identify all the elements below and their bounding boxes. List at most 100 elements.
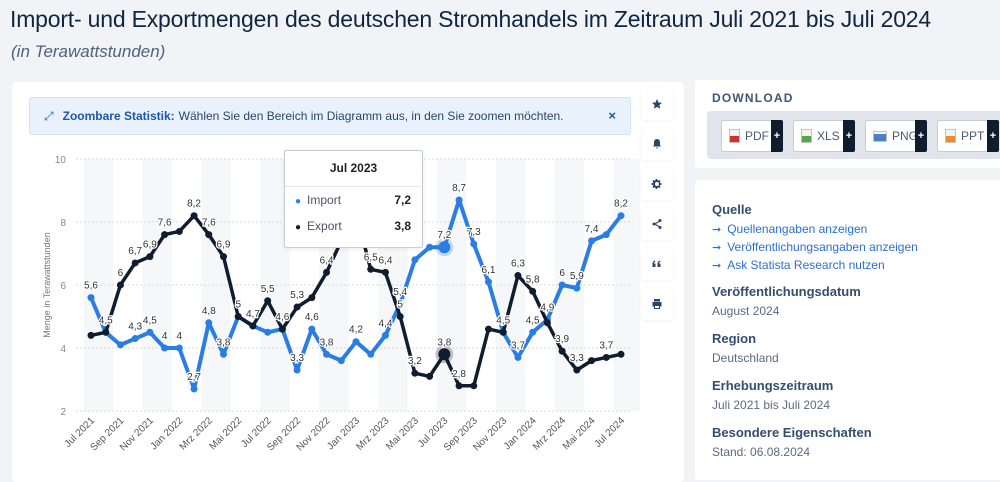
data-label: 4,7 (246, 309, 260, 320)
data-point-export (396, 313, 404, 320)
data-label: 4,5 (496, 315, 510, 326)
cite-button[interactable] (641, 248, 673, 280)
data-label: 7,6 (158, 218, 172, 229)
data-point-import (367, 350, 375, 358)
notification-button[interactable] (641, 128, 673, 160)
download-ppt-button[interactable]: PPT + (937, 120, 999, 152)
data-label: 3,8 (320, 337, 334, 348)
page-title: Import- und Exportmengen des deutschen S… (10, 6, 931, 32)
data-point-import (220, 350, 227, 358)
data-point-export (499, 328, 507, 336)
data-point-export (308, 294, 316, 302)
data-label: 3,7 (511, 340, 525, 351)
y-tick-label: 8 (60, 218, 66, 229)
tooltip-value: 7,2 (394, 193, 411, 207)
tooltip-value: 3,8 (394, 219, 411, 233)
data-label: 7,2 (437, 230, 451, 241)
download-xls-button[interactable]: XLS + (793, 120, 855, 152)
tooltip-row-export: ● Export 3,8 (285, 213, 422, 239)
data-point-import (529, 328, 537, 336)
data-point-import (293, 366, 301, 374)
data-point-export (161, 231, 169, 239)
pub-date-value: August 2024 (712, 304, 780, 318)
share-icon (652, 219, 662, 229)
download-png-button[interactable]: PNG + (865, 120, 927, 152)
plus-icon[interactable]: + (987, 120, 999, 152)
plus-icon[interactable]: + (915, 120, 927, 152)
expand-arrows-icon: ⤢ (44, 108, 54, 123)
favorite-button[interactable] (641, 88, 673, 120)
data-point-export (249, 322, 257, 330)
bullet-icon: ● (295, 222, 302, 233)
data-point-export (514, 272, 522, 280)
data-point-import (190, 385, 198, 393)
data-label: 6,5 (364, 252, 378, 263)
y-tick-label: 4 (60, 344, 66, 355)
publication-link[interactable]: ➞ Veröffentlichungsangaben anzeigen (712, 240, 918, 254)
data-point-import (588, 237, 596, 245)
data-point-export (426, 372, 434, 380)
data-point-export (573, 366, 581, 374)
data-label: 4,8 (202, 306, 216, 317)
x-tick-label: Jul 2024 (593, 415, 628, 450)
data-label: 5 (397, 300, 403, 311)
zoom-banner-title: Zoombare Statistik: (62, 109, 175, 123)
tooltip-label: Import (307, 193, 342, 207)
chart-action-column (641, 88, 673, 328)
download-title: DOWNLOAD (712, 91, 794, 105)
data-point-export (87, 331, 95, 339)
data-label: 3,8 (217, 337, 231, 348)
download-label: PPT (961, 129, 985, 143)
data-label: 5,4 (393, 287, 407, 298)
data-label: 4,6 (275, 312, 289, 323)
x-tick-label: Mai 2022 (207, 415, 244, 452)
y-tick-label: 10 (55, 155, 67, 166)
data-label: 2,7 (187, 372, 201, 383)
research-link[interactable]: ➞ Ask Statista Research nutzen (712, 258, 885, 272)
share-button[interactable] (641, 208, 673, 240)
settings-button[interactable] (641, 168, 673, 200)
data-point-export (220, 253, 227, 261)
data-point-import (323, 350, 331, 358)
data-point-export (470, 382, 478, 390)
y-axis-label: Menge in Terawattstunden (42, 232, 52, 337)
data-label: 6 (118, 268, 124, 279)
period-value: Juli 2021 bis Juli 2024 (712, 398, 831, 412)
data-label: 3,2 (408, 356, 422, 367)
data-label: 6,3 (511, 259, 525, 270)
data-label: 3,3 (290, 353, 304, 364)
source-heading: Quelle (712, 202, 752, 217)
data-point-export (543, 319, 551, 327)
source-link[interactable]: ➞ Quellenangaben anzeigen (712, 222, 868, 236)
data-point-import (308, 325, 316, 333)
data-label: 6,7 (128, 246, 142, 257)
right-panel: DOWNLOAD PDF + XLS + PNG + PPT + (695, 80, 1000, 480)
data-label: 6 (559, 268, 565, 279)
data-point-export (381, 268, 389, 276)
tooltip-row-import: ● Import 7,2 (285, 187, 422, 213)
data-point-export (293, 303, 301, 311)
data-label: 8,7 (452, 183, 466, 194)
data-point-export (116, 281, 124, 289)
data-label: 5,6 (84, 281, 98, 292)
data-point-import (175, 344, 183, 352)
data-point-import (87, 294, 95, 302)
data-point-import (558, 281, 566, 289)
print-button[interactable] (641, 288, 673, 320)
plus-icon[interactable]: + (771, 120, 783, 152)
tooltip-label: Export (307, 219, 342, 233)
data-point-import (514, 353, 522, 361)
data-point-import (337, 357, 345, 365)
data-label: 6,1 (482, 265, 496, 276)
download-label: PDF (745, 129, 769, 143)
png-image-icon (873, 130, 887, 142)
data-point-export (588, 357, 596, 365)
close-icon[interactable]: × (608, 108, 616, 123)
data-point-export (205, 231, 213, 239)
plus-icon[interactable]: + (843, 120, 855, 152)
highlight-point (438, 241, 451, 254)
download-pdf-button[interactable]: PDF + (721, 120, 783, 152)
data-point-export (455, 382, 463, 390)
arrow-right-icon: ➞ (712, 259, 722, 272)
